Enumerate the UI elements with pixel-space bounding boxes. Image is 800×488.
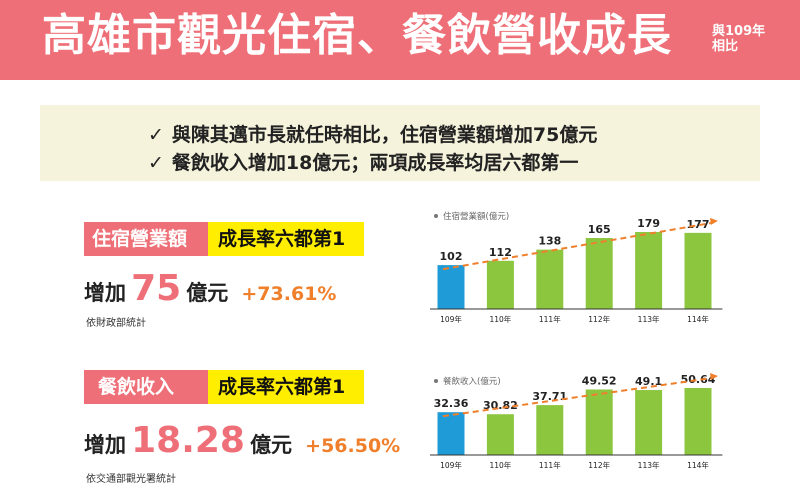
highlight-text-1: 與陳其邁市長就任時相比，住宿營業額增加75億元 xyxy=(171,124,598,146)
lodging-legend-label: 住宿營業額(億元) xyxy=(443,211,509,222)
comparison-note: 與109年 相比 xyxy=(712,24,772,54)
lodging-tick-label: 112年 xyxy=(588,314,610,324)
highlight-text-2: 餐飲收入增加18億元；兩項成長率均居六都第一 xyxy=(171,152,579,174)
page-title: 高雄市觀光住宿、餐飲營收成長 xyxy=(42,10,672,61)
header-banner: 高雄市觀光住宿、餐飲營收成長 與109年 相比 xyxy=(0,0,800,80)
lodging-legend-marker xyxy=(434,214,438,218)
highlight-box xyxy=(40,105,760,181)
dining-unit: 億元 xyxy=(250,433,293,457)
lodging-value-label: 112 xyxy=(489,246,512,259)
dining-increase: 增加 18.28 億元 +56.50% xyxy=(84,420,400,461)
comparison-note-line1: 與109年 xyxy=(712,24,766,39)
lodging-trend-line xyxy=(442,221,713,271)
lodging-bar xyxy=(684,232,712,309)
lodging-bar xyxy=(486,260,514,309)
lodging-source: 依財政部統計 xyxy=(86,318,146,329)
dining-value-label: 49.52 xyxy=(582,374,617,387)
dining-tick-label: 110年 xyxy=(489,460,511,470)
dining-bar xyxy=(437,412,465,455)
lodging-tick-label: 109年 xyxy=(440,314,462,324)
lodging-bar xyxy=(536,249,564,309)
dining-bar xyxy=(585,389,613,455)
lodging-value-label: 138 xyxy=(538,235,561,248)
dining-tick-label: 109年 xyxy=(440,460,462,470)
dining-value-label: 30.82 xyxy=(483,399,518,412)
lodging-amount: 75 xyxy=(131,268,182,309)
lodging-percent: +73.61% xyxy=(241,283,337,305)
lodging-tick-label: 113年 xyxy=(638,314,660,324)
highlight-line-1: ✓ 與陳其邁市長就任時相比，住宿營業額增加75億元 xyxy=(148,120,597,147)
dining-rank-badge: 成長率六都第1 xyxy=(208,370,364,404)
highlight-line-2: ✓ 餐飲收入增加18億元；兩項成長率均居六都第一 xyxy=(148,148,578,175)
dining-value-label: 50.64 xyxy=(681,373,716,386)
dining-value-label: 32.36 xyxy=(434,397,469,410)
comparison-note-line2: 相比 xyxy=(712,39,739,54)
lodging-tick-label: 114年 xyxy=(687,314,709,324)
dining-source: 依交通部觀光署統計 xyxy=(86,474,176,485)
dining-bar xyxy=(635,390,663,455)
dining-legend-label: 餐飲收入(億元) xyxy=(443,376,501,387)
dining-value-label: 49.1 xyxy=(635,375,662,388)
check-icon: ✓ xyxy=(148,124,164,146)
lodging-value-label: 179 xyxy=(637,217,660,230)
dining-value-label: 37.71 xyxy=(532,390,567,403)
dining-bar xyxy=(486,414,514,455)
check-icon: ✓ xyxy=(148,152,164,174)
lodging-tick-label: 110年 xyxy=(489,314,511,324)
dining-amount: 18.28 xyxy=(131,420,245,461)
lodging-bar xyxy=(437,265,465,309)
lodging-tag: 住宿營業額 xyxy=(84,222,208,256)
dining-legend-marker xyxy=(434,379,438,383)
dining-tick-label: 113年 xyxy=(638,460,660,470)
dining-trend-arrow xyxy=(710,373,718,380)
dining-bar xyxy=(536,405,564,455)
lodging-trend-arrow xyxy=(710,217,718,225)
dining-prefix: 增加 xyxy=(84,433,126,457)
lodging-value-label: 177 xyxy=(687,218,710,231)
dining-tick-label: 114年 xyxy=(687,460,709,470)
lodging-rank-badge: 成長率六都第1 xyxy=(208,222,364,256)
lodging-bar xyxy=(635,232,663,309)
dining-trend-line xyxy=(442,377,713,418)
lodging-value-label: 165 xyxy=(588,223,611,236)
dining-tag: 餐飲收入 xyxy=(84,370,208,404)
dining-bar xyxy=(684,388,712,455)
lodging-bar xyxy=(585,238,613,309)
dining-tick-label: 111年 xyxy=(539,460,561,470)
lodging-increase: 增加 75 億元 +73.61% xyxy=(84,268,336,309)
dining-percent: +56.50% xyxy=(305,435,401,457)
lodging-value-label: 102 xyxy=(440,250,463,263)
lodging-unit: 億元 xyxy=(186,281,229,305)
dining-tick-label: 112年 xyxy=(588,460,610,470)
lodging-prefix: 增加 xyxy=(84,281,126,305)
lodging-tick-label: 111年 xyxy=(539,314,561,324)
